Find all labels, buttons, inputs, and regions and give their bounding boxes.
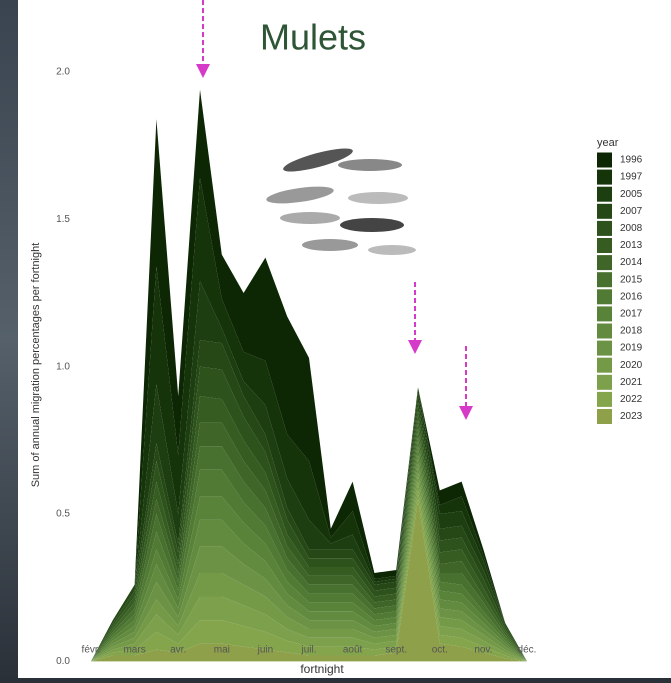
plot-area	[91, 89, 549, 662]
y-tick-label: 0.5	[56, 509, 70, 520]
legend-swatch	[597, 152, 612, 168]
arrow-heads	[196, 64, 473, 420]
legend-label: 2016	[620, 291, 643, 302]
area	[91, 499, 549, 662]
legend-swatch	[597, 220, 612, 236]
legend-swatch	[597, 238, 612, 253]
y-tick-label: 1.0	[56, 361, 70, 372]
x-tick-label: oct.	[432, 645, 448, 656]
legend-swatch	[597, 306, 612, 322]
legend-swatch	[597, 169, 612, 185]
fish-illustration	[262, 118, 422, 278]
legend-label: 1996	[620, 155, 643, 166]
legend-label: 2021	[620, 377, 643, 388]
legend-label: 2008	[620, 223, 643, 234]
legend-label: 2007	[620, 206, 643, 217]
legend-swatch	[597, 409, 612, 424]
legend-label: 2022	[620, 394, 643, 405]
y-tick-label: 2.0	[56, 67, 70, 78]
area	[91, 446, 549, 662]
legend-label: 2020	[620, 360, 643, 371]
legend-swatch	[597, 374, 612, 390]
y-tick-label: 1.5	[56, 214, 70, 225]
legend-swatch	[597, 186, 612, 202]
legend-swatch	[597, 289, 612, 305]
legend-label: 2017	[620, 309, 643, 320]
legend-label: 2018	[620, 326, 643, 337]
x-tick-label: nov.	[474, 645, 492, 656]
x-tick-label: févr.	[82, 645, 101, 656]
legend-label: 2015	[620, 274, 643, 285]
area	[91, 281, 549, 662]
x-tick-label: déc.	[518, 645, 537, 656]
x-tick-label: juil.	[300, 645, 316, 656]
legend-swatch	[597, 272, 612, 288]
legend-swatch	[597, 323, 612, 339]
x-tick-label: avr.	[170, 645, 186, 656]
x-tick-label: mars	[123, 645, 145, 656]
x-tick-label: août	[343, 645, 363, 656]
arrows	[202, 0, 467, 408]
x-tick-label: juin	[257, 645, 274, 656]
area	[91, 437, 549, 662]
legend-label: 1997	[620, 172, 643, 183]
legend-swatch	[597, 357, 612, 373]
legend-swatch	[597, 391, 612, 407]
area	[91, 481, 549, 662]
legend-swatch	[597, 255, 612, 271]
legend-label: 2019	[620, 343, 643, 354]
x-tick-label: mai	[214, 645, 230, 656]
legend-label: 2013	[620, 240, 643, 251]
x-axis-title: fortnight	[300, 662, 344, 676]
area	[91, 178, 549, 662]
legend-label: 2014	[620, 257, 643, 268]
x-tick-label: sept.	[385, 645, 407, 656]
legend-label: 2023	[620, 411, 643, 422]
legend-swatch	[597, 203, 612, 219]
legend-swatch	[597, 340, 612, 356]
y-axis-title: Sum of annual migration percentages per …	[30, 243, 42, 488]
chart-title: Mulets	[260, 17, 366, 58]
legend-label: 2005	[620, 189, 643, 200]
area	[91, 89, 549, 662]
legend-title: year	[597, 137, 619, 149]
y-tick-label: 0.0	[56, 656, 70, 667]
area	[91, 463, 549, 662]
